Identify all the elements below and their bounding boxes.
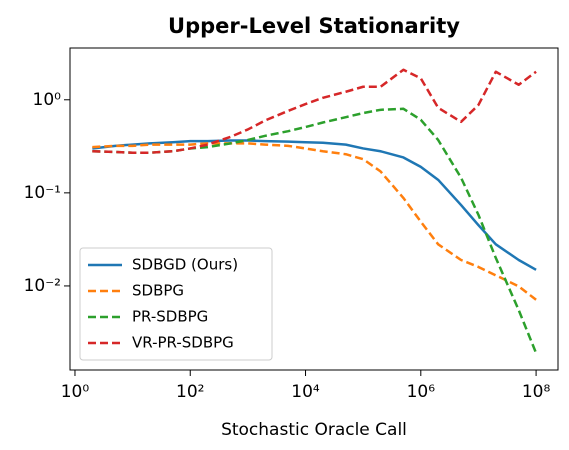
x-tick-label: 10² bbox=[176, 382, 204, 402]
legend-box bbox=[79, 247, 273, 361]
chart-title: Upper-Level Stationarity bbox=[168, 14, 460, 38]
plot-frame bbox=[69, 47, 559, 371]
legend-label: VR-PR-SDBPG bbox=[132, 334, 234, 352]
x-tick-label: 10⁰ bbox=[61, 382, 90, 402]
legend-label: SDBPG bbox=[132, 282, 184, 300]
y-tick-label: 10⁻² bbox=[24, 276, 61, 296]
series-line bbox=[92, 142, 537, 301]
series-line bbox=[92, 68, 537, 154]
y-tick-label: 10⁻¹ bbox=[24, 183, 61, 203]
x-tick-label: 10⁸ bbox=[522, 382, 551, 402]
legend-label: PR-SDBPG bbox=[132, 308, 208, 326]
x-tick-label: 10⁶ bbox=[407, 382, 436, 402]
legend-label: SDBGD (Ours) bbox=[132, 256, 238, 274]
series-line bbox=[92, 139, 537, 271]
x-tick-label: 10⁴ bbox=[291, 382, 320, 402]
y-tick-label: 10⁰ bbox=[33, 90, 62, 110]
x-axis-label: Stochastic Oracle Call bbox=[221, 420, 407, 440]
